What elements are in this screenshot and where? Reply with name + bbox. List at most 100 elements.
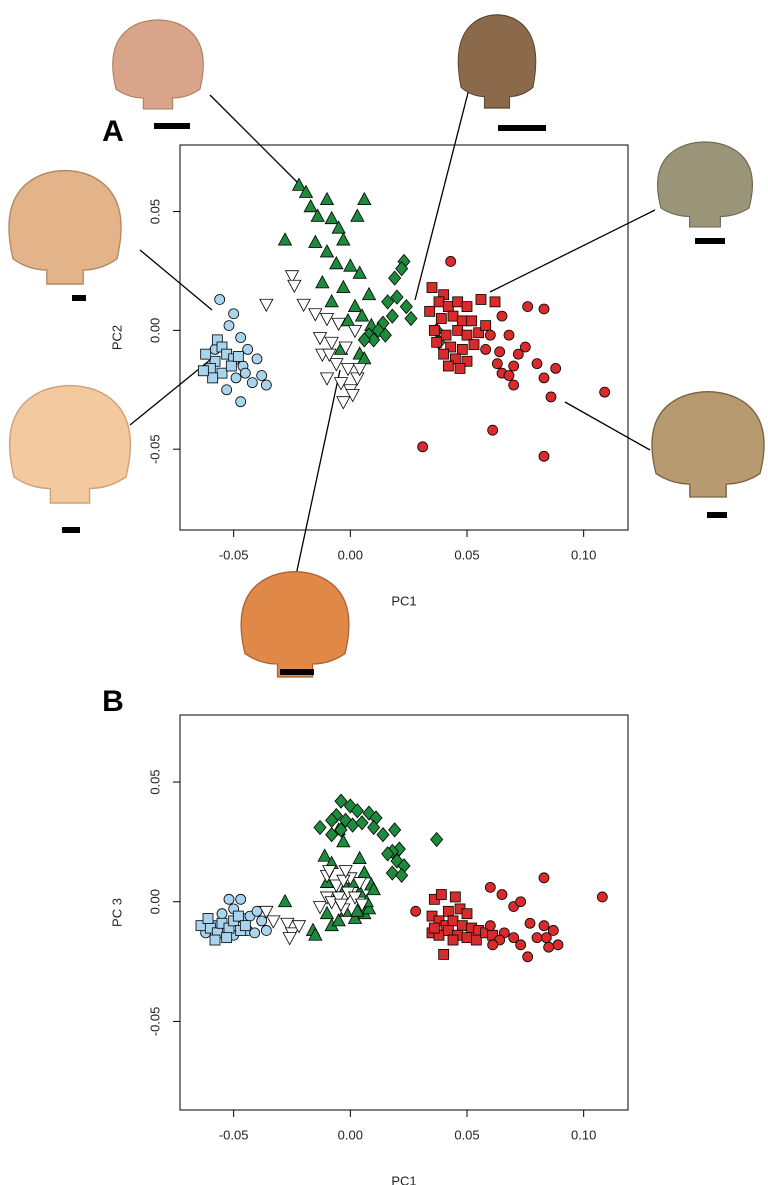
point (439, 349, 449, 359)
point (516, 940, 526, 950)
x-tick-label: 0.00 (338, 547, 363, 562)
point (309, 235, 322, 247)
point (443, 925, 453, 935)
y-tick-label: 0.00 (147, 889, 162, 914)
point (217, 368, 227, 378)
point (539, 304, 549, 314)
point (434, 297, 444, 307)
point (462, 330, 472, 340)
point (257, 916, 267, 926)
x-tick-label: 0.05 (454, 1127, 479, 1142)
point (304, 200, 317, 212)
point (418, 442, 428, 452)
point (446, 256, 456, 266)
point (488, 940, 498, 950)
scale-bar (707, 512, 727, 518)
point (443, 302, 453, 312)
point (203, 913, 213, 923)
point (457, 921, 467, 931)
point (548, 925, 558, 935)
shell (10, 386, 131, 503)
point (532, 933, 542, 943)
point (247, 378, 257, 388)
point (261, 925, 271, 935)
y-axis-label: PC2 (109, 325, 124, 350)
point (260, 299, 273, 311)
point (231, 373, 241, 383)
point (250, 928, 260, 938)
point (546, 392, 556, 402)
point (462, 909, 472, 919)
x-tick-label: -0.05 (219, 547, 249, 562)
point (325, 295, 338, 307)
point (257, 371, 267, 381)
y-tick-label: -0.05 (147, 1007, 162, 1037)
point (516, 897, 526, 907)
point (457, 344, 467, 354)
point (509, 361, 519, 371)
point (476, 294, 486, 304)
x-axis-label: PC1 (391, 1173, 416, 1185)
point (520, 342, 530, 352)
shell (241, 572, 349, 677)
point (321, 245, 334, 257)
point (337, 281, 350, 293)
y-tick-label: 0.00 (147, 318, 162, 343)
x-tick-label: 0.10 (571, 547, 596, 562)
point (337, 397, 350, 409)
point (539, 373, 549, 383)
point (309, 309, 322, 321)
point (358, 866, 371, 878)
y-tick-label: -0.05 (147, 434, 162, 464)
point (337, 233, 350, 245)
point (509, 380, 519, 390)
point (504, 330, 514, 340)
point (330, 257, 343, 269)
point (436, 313, 446, 323)
point (353, 852, 366, 864)
point (539, 873, 549, 883)
point (349, 325, 362, 337)
point (411, 906, 421, 916)
x-axis-label: PC1 (391, 593, 416, 608)
point (321, 193, 334, 205)
point (467, 316, 477, 326)
point (363, 288, 376, 300)
point (236, 397, 246, 407)
point (448, 916, 458, 926)
point (504, 371, 514, 381)
scale-bar (72, 295, 86, 301)
point (544, 942, 554, 952)
point (215, 294, 225, 304)
connector (210, 95, 300, 185)
point (441, 330, 451, 340)
point (490, 297, 500, 307)
point (208, 373, 218, 383)
point (314, 821, 326, 835)
point (432, 337, 442, 347)
point (321, 373, 334, 385)
connector (140, 250, 212, 310)
scale-bar (280, 669, 314, 675)
point (553, 940, 563, 950)
point (439, 949, 449, 959)
point (539, 921, 549, 931)
point (224, 894, 234, 904)
point (425, 306, 435, 316)
point (600, 387, 610, 397)
y-tick-label: 0.05 (147, 199, 162, 224)
point (349, 300, 362, 312)
shell (652, 392, 764, 497)
point (240, 921, 250, 931)
point (325, 337, 338, 349)
shell (113, 20, 204, 109)
connector (415, 85, 470, 300)
point (337, 835, 350, 847)
point (448, 311, 458, 321)
x-tick-label: -0.05 (219, 1127, 249, 1142)
shell (658, 142, 753, 227)
point (240, 368, 250, 378)
point (198, 366, 208, 376)
shell (458, 15, 536, 108)
point (497, 311, 507, 321)
